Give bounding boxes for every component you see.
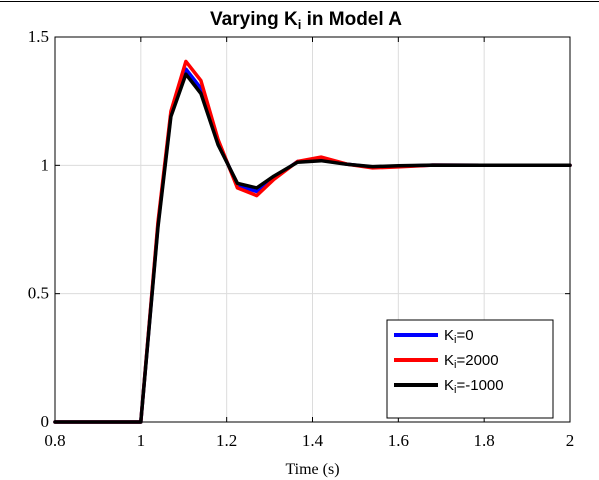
chart-title-prefix: Varying K	[210, 9, 298, 30]
x-tick-label: 1	[137, 431, 146, 450]
y-tick-label: 0	[41, 412, 50, 431]
y-tick-label: 0.5	[28, 284, 49, 303]
x-tick-label: 1.4	[302, 431, 324, 450]
x-tick-label: 2	[566, 431, 575, 450]
chart-title: Varying Ki in Model A	[210, 9, 402, 32]
x-tick-label: 1.6	[388, 431, 409, 450]
y-tick-label: 1	[41, 155, 50, 174]
x-tick-label: 1.2	[216, 431, 237, 450]
y-tick-label: 1.5	[28, 27, 49, 46]
legend-label-suffix: =2000	[456, 352, 498, 369]
legend: Ki=0 Ki=2000 Ki=-1000	[387, 320, 553, 418]
legend-label: Ki=0	[444, 327, 474, 346]
x-tick-label: 0.8	[44, 431, 65, 450]
legend-label-suffix: =-1000	[456, 377, 503, 394]
legend-label: Ki=-1000	[444, 377, 504, 396]
legend-label-prefix: K	[444, 352, 454, 369]
legend-label-suffix: =0	[456, 327, 473, 344]
x-axis-label: Time (s)	[285, 461, 339, 478]
legend-label-prefix: K	[444, 327, 454, 344]
legend-label: Ki=2000	[444, 352, 499, 371]
chart-title-suffix: in Model A	[301, 9, 402, 30]
legend-label-prefix: K	[444, 377, 454, 394]
x-tick-label: 1.8	[474, 431, 495, 450]
